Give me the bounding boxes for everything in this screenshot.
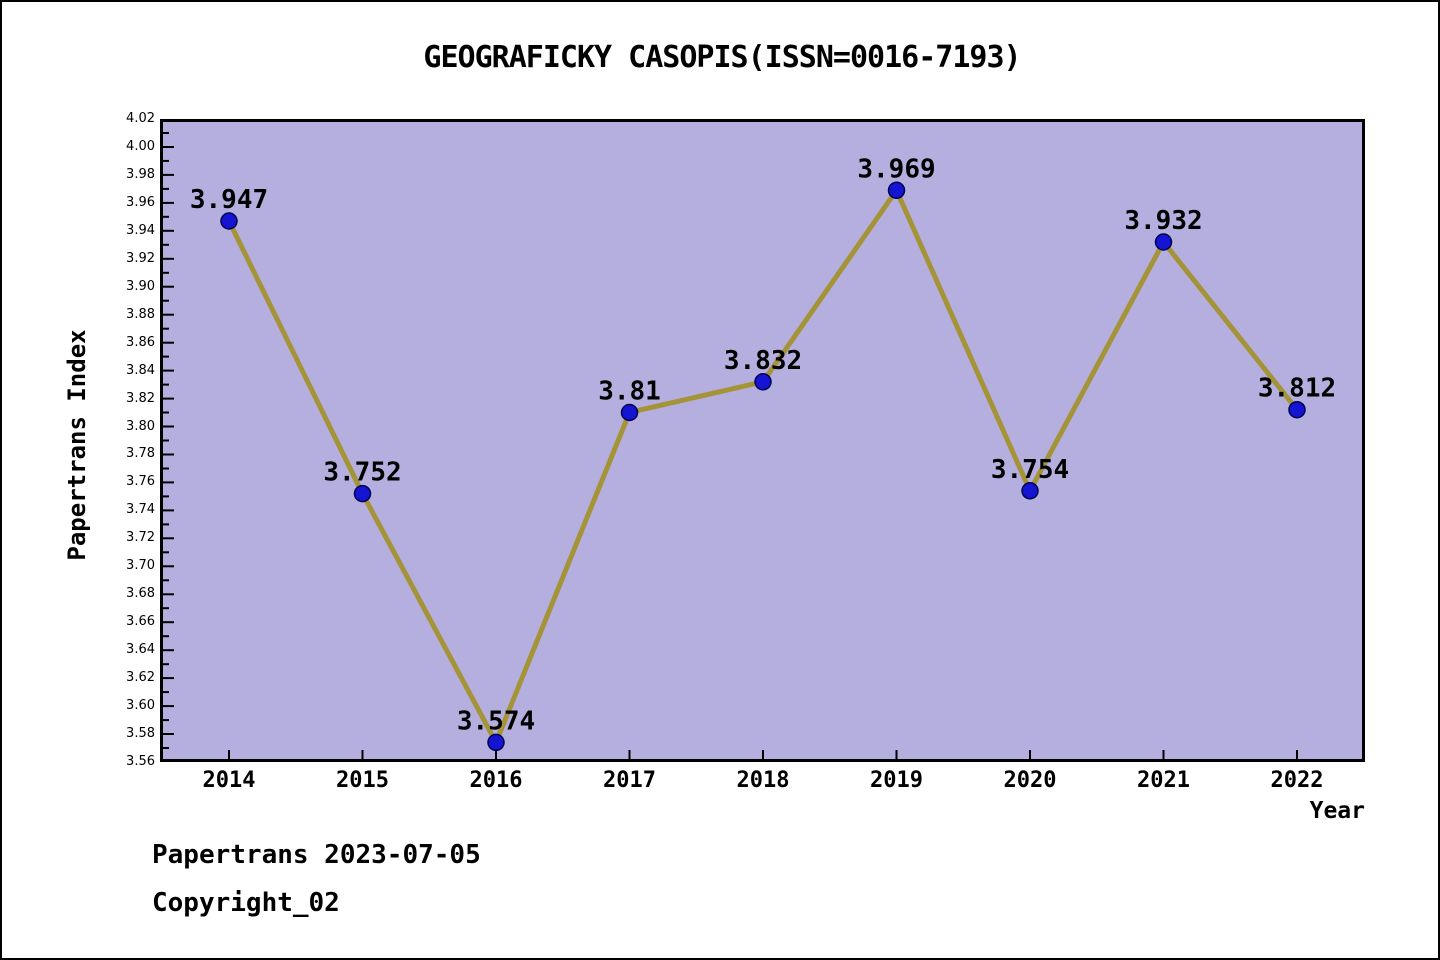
y-tick-label: 3.94 xyxy=(126,222,155,238)
plot-border xyxy=(160,119,1365,762)
x-tick-label: 2019 xyxy=(870,768,923,793)
y-tick-label: 3.68 xyxy=(126,586,155,602)
y-tick-label: 3.62 xyxy=(126,670,155,686)
x-tick-label: 2020 xyxy=(1003,768,1057,793)
data-point-marker xyxy=(220,212,238,230)
y-tick-label: 3.78 xyxy=(126,446,155,462)
y-tick-label: 3.92 xyxy=(126,250,155,266)
data-point-label: 3.932 xyxy=(1124,206,1202,236)
y-tick-label: 3.90 xyxy=(126,278,155,294)
y-tick-label: 3.98 xyxy=(126,166,155,182)
data-point-marker xyxy=(487,733,505,752)
footer-source-date: Papertrans 2023-07-05 xyxy=(152,840,481,870)
data-point-label: 3.812 xyxy=(1258,374,1336,404)
line-chart-canvas: 3.947 3.752 3.574 3.81 3.832 3.969 3.754 3.932 3… xyxy=(160,119,1365,762)
data-point-label: 3.752 xyxy=(323,458,401,488)
x-tick-label: 2015 xyxy=(336,768,389,793)
y-tick-label: 3.66 xyxy=(126,614,155,630)
data-point-marker xyxy=(1288,400,1306,419)
data-point-label: 3.832 xyxy=(724,346,802,376)
data-point-label: 3.947 xyxy=(190,185,268,215)
y-tick-label: 3.96 xyxy=(126,194,155,210)
y-tick-label: 3.74 xyxy=(126,502,155,518)
x-tick-label: 2017 xyxy=(603,768,656,793)
y-tick-label: 3.76 xyxy=(126,474,155,490)
y-tick-label: 3.84 xyxy=(126,362,155,378)
data-point-marker xyxy=(353,484,372,503)
y-tick-label: 3.70 xyxy=(126,558,155,574)
x-tick-label: 2014 xyxy=(202,768,256,793)
data-point-label: 3.754 xyxy=(991,455,1069,485)
plot-background xyxy=(160,119,1365,762)
y-tick-label: 3.56 xyxy=(126,754,155,769)
data-point-label: 3.81 xyxy=(598,377,661,407)
y-axis-label: Papertrans Index xyxy=(63,329,91,561)
x-tick-label: 2021 xyxy=(1137,768,1190,793)
data-point-label: 3.969 xyxy=(857,154,935,184)
data-point-marker xyxy=(887,181,906,200)
x-tick-label: 2016 xyxy=(469,768,523,793)
y-tick-label: 4.00 xyxy=(126,138,155,154)
y-tick-label: 3.72 xyxy=(126,530,155,546)
data-point-marker xyxy=(1021,482,1039,500)
y-tick-label: 3.82 xyxy=(126,390,155,406)
y-tick-label: 3.88 xyxy=(126,306,155,322)
x-tick-label: 2018 xyxy=(736,768,790,793)
x-axis-label: Year xyxy=(1309,798,1365,824)
chart-title: GEOGRAFICKY CASOPIS(ISSN=0016-7193) xyxy=(423,40,1021,75)
y-tick-label: 4.02 xyxy=(126,111,155,126)
plot-area: 3.947 3.752 3.574 3.81 3.832 3.969 3.754 3.932 3… xyxy=(160,119,1365,762)
y-tick-label: 3.60 xyxy=(126,698,155,714)
data-point-label: 3.574 xyxy=(457,706,535,736)
x-tick-label: 2022 xyxy=(1270,768,1324,793)
y-tick-label: 3.58 xyxy=(126,726,155,742)
data-point-marker xyxy=(1154,233,1173,251)
footer-copyright: Copyright_02 xyxy=(152,888,340,918)
data-point-marker xyxy=(754,373,772,391)
y-tick-label: 3.64 xyxy=(126,642,155,658)
y-tick-label: 3.86 xyxy=(126,334,155,350)
data-point-marker xyxy=(620,403,639,422)
y-tick-label: 3.80 xyxy=(126,418,155,434)
